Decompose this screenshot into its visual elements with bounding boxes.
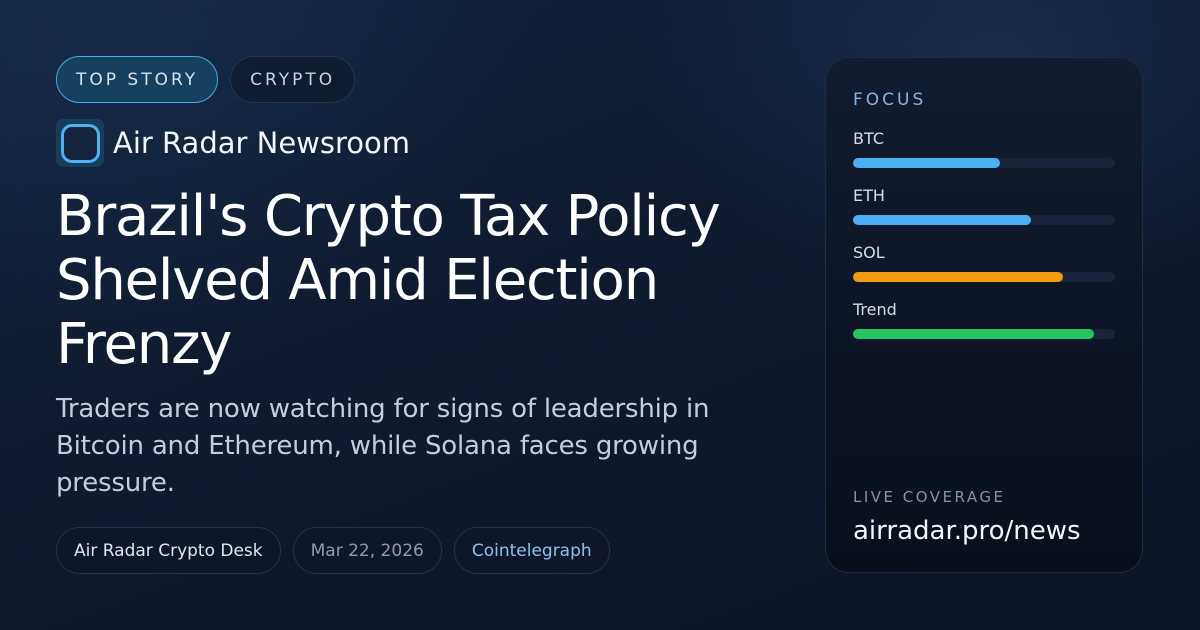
live-coverage-label: LIVE COVERAGE <box>853 488 1006 506</box>
source-pill[interactable]: Cointelegraph <box>453 527 610 574</box>
summary: Traders are now watching for signs of le… <box>56 394 710 498</box>
focus-bar-sol: SOL <box>853 244 1115 282</box>
tag-list: TOP STORY CRYPTO <box>56 56 776 103</box>
story-column: TOP STORY CRYPTO Air Radar Newsroom Braz… <box>56 56 776 502</box>
focus-bars: BTC ETH SOL Trend <box>853 130 1115 339</box>
bar-label: ETH <box>853 186 885 205</box>
meta-row: Air Radar Crypto Desk Mar 22, 2026 Coint… <box>56 527 610 574</box>
author-pill[interactable]: Air Radar Crypto Desk <box>56 527 281 574</box>
bar-track <box>853 329 1115 339</box>
bar-track <box>853 215 1115 225</box>
panel-footer: LIVE COVERAGE airradar.pro/news <box>853 488 1081 546</box>
site-link[interactable]: airradar.pro/news <box>853 516 1081 546</box>
focus-panel: FOCUS BTC ETH SOL Trend LIVE COVERAGE ai… <box>825 57 1143 573</box>
focus-bar-eth: ETH <box>853 187 1115 225</box>
date-pill: Mar 22, 2026 <box>292 527 442 574</box>
bar-fill <box>853 329 1095 339</box>
bar-label: Trend <box>853 300 897 319</box>
focus-bar-btc: BTC <box>853 130 1115 168</box>
bar-track <box>853 272 1115 282</box>
bar-fill <box>853 215 1032 225</box>
bar-fill <box>853 158 1000 168</box>
focus-title: FOCUS <box>853 90 927 110</box>
rounded-square-icon <box>56 119 104 167</box>
bar-fill <box>853 272 1063 282</box>
brand: Air Radar Newsroom <box>56 119 776 167</box>
tag-top-story[interactable]: TOP STORY <box>56 56 219 103</box>
bar-track <box>853 158 1115 168</box>
bar-label: SOL <box>853 243 885 262</box>
tag-crypto[interactable]: CRYPTO <box>230 56 356 103</box>
focus-bar-trend: Trend <box>853 301 1115 339</box>
brand-name: Air Radar Newsroom <box>113 126 411 160</box>
headline: Brazil's Crypto Tax Policy Shelved Amid … <box>56 184 721 377</box>
bar-label: BTC <box>853 129 884 148</box>
